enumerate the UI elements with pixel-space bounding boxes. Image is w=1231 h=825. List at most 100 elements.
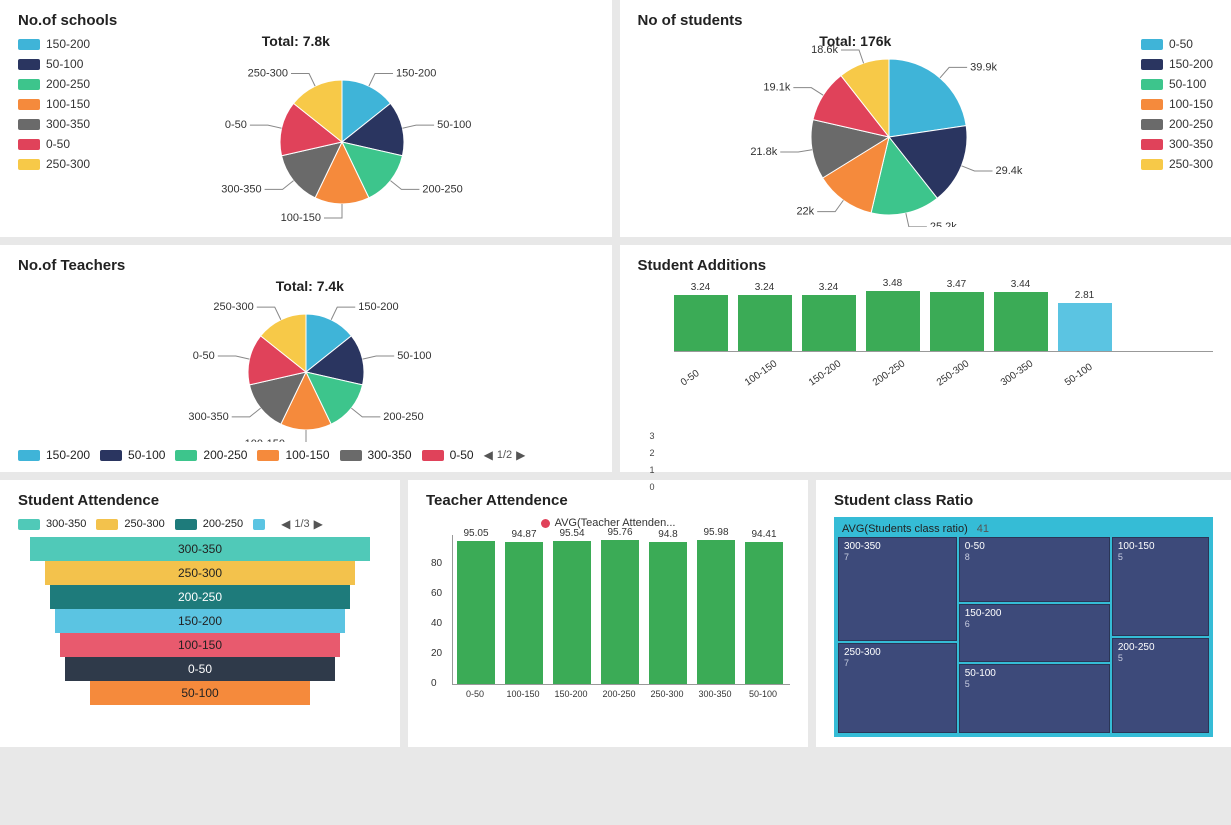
panel-student-att: Student Attendence 300-350250-300200-250…: [0, 480, 400, 747]
legend-item[interactable]: 200-250: [175, 448, 247, 462]
legend-item[interactable]: 0-50: [422, 448, 474, 462]
bar[interactable]: 3.24: [802, 282, 856, 351]
funnel-segment[interactable]: 150-200: [55, 609, 345, 633]
bar-label: 250-300: [934, 349, 985, 389]
panel-additions: Student Additions 0123 3.243.243.243.483…: [620, 245, 1231, 472]
legend-label: 0-50: [46, 137, 70, 151]
treemap-cell[interactable]: 0-508: [959, 537, 1110, 602]
legend-item[interactable]: 300-350: [1141, 137, 1213, 151]
legend-item[interactable]: 250-300: [18, 157, 90, 171]
pie-schools[interactable]: Total: 7.8k 150-20050-100200-250100-1503…: [90, 37, 593, 227]
legend-item[interactable]: 300-350: [18, 117, 90, 131]
bar-label: 250-300: [644, 689, 690, 699]
svg-text:150-200: 150-200: [358, 301, 398, 313]
barchart-teacher-att[interactable]: 020406080 95.0594.8795.5495.7694.895.989…: [426, 535, 790, 699]
funnel-segment[interactable]: 0-50: [65, 657, 335, 681]
bar[interactable]: 2.81: [1058, 290, 1112, 351]
legend-item[interactable]: 300-350: [18, 518, 86, 530]
bar[interactable]: 94.41: [741, 529, 787, 684]
bar-value: 3.24: [819, 282, 838, 293]
legend-item[interactable]: 0-50: [18, 137, 90, 151]
bar-rect: [994, 292, 1048, 351]
pager-next-icon[interactable]: ▶: [516, 448, 525, 462]
funnel-segment[interactable]: 50-100: [90, 681, 310, 705]
swatch-icon: [257, 450, 279, 461]
bar-rect: [745, 542, 783, 684]
bar[interactable]: 95.98: [693, 527, 739, 684]
bar[interactable]: 95.76: [597, 527, 643, 684]
treemap-cell[interactable]: 100-1505: [1112, 537, 1209, 636]
pager-prev-icon[interactable]: ◀: [484, 448, 493, 462]
barchart-additions[interactable]: 0123 3.243.243.243.483.473.442.81 0-5010…: [638, 282, 1214, 487]
legend-item[interactable]: 100-150: [257, 448, 329, 462]
treemap-cell[interactable]: 300-3507: [838, 537, 957, 641]
bar-rect: [601, 540, 639, 684]
treemap-cell[interactable]: 200-2505: [1112, 638, 1209, 733]
bar-label: 200-250: [596, 689, 642, 699]
treemap-cell[interactable]: 250-3007: [838, 643, 957, 733]
funnel-segment[interactable]: 250-300: [45, 561, 355, 585]
bar[interactable]: 95.05: [453, 528, 499, 684]
legend-item[interactable]: 300-350: [340, 448, 412, 462]
dashboard: No.of schools 150-20050-100200-250100-15…: [0, 0, 1231, 747]
swatch-icon: [18, 99, 40, 110]
tm-cell-value: 5: [1118, 552, 1203, 562]
bar[interactable]: 3.47: [930, 279, 984, 351]
funnel-segment[interactable]: 100-150: [60, 633, 340, 657]
treemap-ratio[interactable]: AVG(Students class ratio) 41 300-3507250…: [834, 517, 1213, 737]
pager-prev-icon[interactable]: ◀: [281, 517, 290, 531]
tm-cell-label: 100-150: [1118, 541, 1155, 552]
legend-item[interactable]: 250-300: [96, 518, 164, 530]
bar[interactable]: 94.87: [501, 529, 547, 684]
legend-item[interactable]: 100-150: [1141, 97, 1213, 111]
legend-students: 0-50 150-200 50-100 100-150 200-250 300-350 25…: [1141, 37, 1213, 171]
pie-teachers[interactable]: Total: 7.4k 150-20050-100200-250100-1503…: [18, 282, 594, 442]
bar[interactable]: 3.48: [866, 278, 920, 351]
tm-cell-label: 150-200: [965, 608, 1002, 619]
treemap-cell[interactable]: 150-2006: [959, 604, 1110, 661]
bar-rect: [553, 541, 591, 684]
svg-text:0-50: 0-50: [225, 119, 247, 131]
legend-item[interactable]: 100-150: [18, 97, 90, 111]
legend-item[interactable]: 50-100: [18, 57, 90, 71]
legend-item[interactable]: 150-200: [1141, 57, 1213, 71]
tm-cell-value: 6: [965, 619, 1104, 629]
legend-label: 50-100: [1169, 77, 1206, 91]
pager-next-icon[interactable]: ▶: [314, 517, 323, 531]
bar[interactable]: 3.24: [738, 282, 792, 351]
swatch-icon: [1141, 139, 1163, 150]
legend-label: 300-350: [368, 448, 412, 462]
bar-rect: [674, 295, 728, 351]
pie-students[interactable]: Total: 176k 39.9k29.4k25.2k22k21.8k19.1k…: [638, 37, 1141, 227]
tm-cell-label: 300-350: [844, 541, 881, 552]
svg-text:25.2k: 25.2k: [930, 221, 957, 227]
swatch-icon: [18, 119, 40, 130]
legend-item[interactable]: [253, 519, 271, 530]
funnel-segment[interactable]: 300-350: [30, 537, 370, 561]
svg-text:21.8k: 21.8k: [751, 146, 778, 158]
bar[interactable]: 3.44: [994, 279, 1048, 351]
legend-item[interactable]: 0-50: [1141, 37, 1213, 51]
legend-label: 100-150: [1169, 97, 1213, 111]
legend-item[interactable]: 150-200: [18, 448, 90, 462]
legend-item[interactable]: 50-100: [100, 448, 165, 462]
legend-item[interactable]: 150-200: [18, 37, 90, 51]
funnel-segment[interactable]: 200-250: [50, 585, 350, 609]
svg-text:150-200: 150-200: [396, 68, 436, 80]
legend-item[interactable]: 200-250: [18, 77, 90, 91]
legend-item[interactable]: 200-250: [1141, 117, 1213, 131]
legend-item[interactable]: 250-300: [1141, 157, 1213, 171]
bar[interactable]: 95.54: [549, 528, 595, 684]
title-student-att: Student Attendence: [18, 492, 382, 509]
legend-item[interactable]: 50-100: [1141, 77, 1213, 91]
legend-label: 300-350: [46, 518, 86, 530]
svg-text:100-150: 100-150: [280, 212, 320, 224]
legend-item[interactable]: 200-250: [175, 518, 243, 530]
treemap-cell[interactable]: 50-1005: [959, 664, 1110, 733]
swatch-icon: [100, 450, 122, 461]
bar[interactable]: 94.8: [645, 529, 691, 684]
funnel-chart[interactable]: 300-350250-300200-250150-200100-1500-505…: [18, 537, 382, 705]
tm-cell-label: 200-250: [1118, 642, 1155, 653]
bar[interactable]: 3.24: [674, 282, 728, 351]
bar-value: 95.98: [703, 527, 728, 538]
